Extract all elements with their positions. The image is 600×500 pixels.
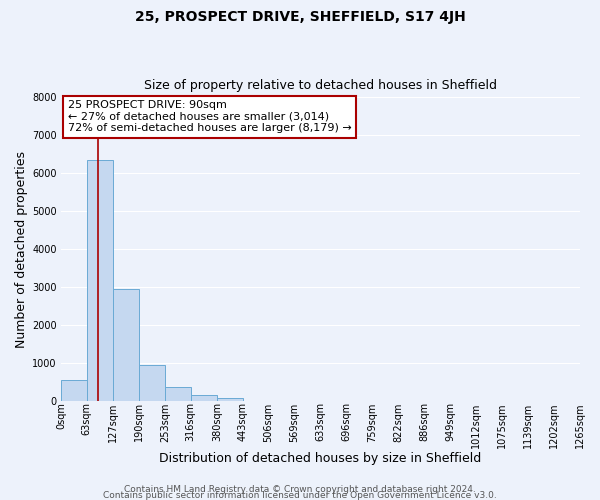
Text: 25 PROSPECT DRIVE: 90sqm
← 27% of detached houses are smaller (3,014)
72% of sem: 25 PROSPECT DRIVE: 90sqm ← 27% of detach… (68, 100, 352, 134)
X-axis label: Distribution of detached houses by size in Sheffield: Distribution of detached houses by size … (160, 452, 482, 465)
Bar (217, 398, 243, 401)
Bar (61, 380, 87, 401)
Bar (113, 289, 139, 401)
Text: Contains HM Land Registry data © Crown copyright and database right 2024.: Contains HM Land Registry data © Crown c… (124, 484, 476, 494)
Bar (87, 160, 113, 401)
Text: 25, PROSPECT DRIVE, SHEFFIELD, S17 4JH: 25, PROSPECT DRIVE, SHEFFIELD, S17 4JH (134, 10, 466, 24)
Title: Size of property relative to detached houses in Sheffield: Size of property relative to detached ho… (144, 79, 497, 92)
Bar (139, 365, 165, 401)
Y-axis label: Number of detached properties: Number of detached properties (15, 150, 28, 348)
Bar (191, 395, 217, 401)
Text: Contains public sector information licensed under the Open Government Licence v3: Contains public sector information licen… (103, 490, 497, 500)
Bar (165, 386, 191, 401)
